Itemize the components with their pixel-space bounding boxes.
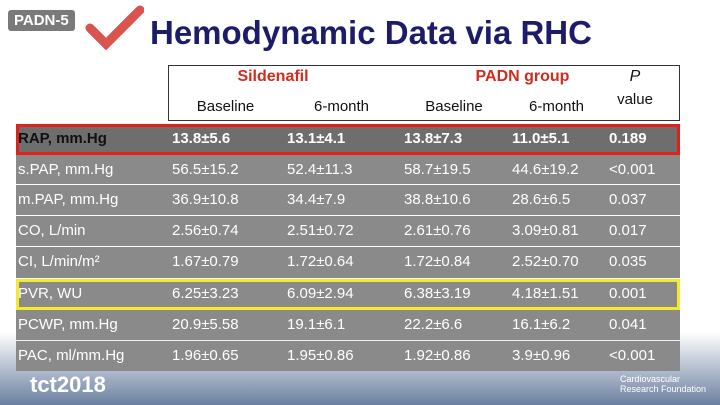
table-cell: 2.56±0.74 [172, 222, 239, 239]
row-label: RAP, mm.Hg [18, 130, 107, 147]
table-cell: 1.72±0.84 [404, 253, 471, 270]
highlight-yellow [16, 279, 680, 310]
row-label: s.PAP, mm.Hg [18, 161, 114, 178]
header-box [168, 65, 680, 121]
table-cell: 0.189 [609, 130, 647, 147]
table-cell: 0.041 [609, 316, 647, 333]
title: Hemodynamic Data via RHC [150, 14, 592, 51]
table-row [16, 341, 680, 371]
table-cell: 36.9±10.8 [172, 191, 239, 208]
table-cell: 1.96±0.65 [172, 347, 239, 364]
badge: PADN-5 [8, 10, 75, 31]
subheader: Baseline [196, 98, 255, 115]
table-cell: 1.95±0.86 [287, 347, 354, 364]
table-cell: 0.001 [609, 285, 647, 302]
table-cell: 0.037 [609, 191, 647, 208]
table-cell: 1.92±0.86 [404, 347, 471, 364]
table-cell: 6.09±2.94 [287, 285, 354, 302]
group-header: Sildenafil [237, 68, 309, 85]
row-label: PCWP, mm.Hg [18, 316, 118, 333]
table-cell: 20.9±5.58 [172, 316, 239, 333]
table-cell: 34.4±7.9 [287, 191, 346, 208]
table-cell: 3.9±0.96 [512, 347, 571, 364]
table-cell: 16.1±6.2 [512, 316, 571, 333]
table-cell: 0.035 [609, 253, 647, 270]
table-cell: <0.001 [609, 347, 656, 364]
table-cell: 3.09±0.81 [512, 222, 579, 239]
table-cell: 1.72±0.64 [287, 253, 354, 270]
row-label: PAC, ml/mm.Hg [18, 347, 125, 364]
table-cell: 28.6±6.5 [512, 191, 571, 208]
table-cell: 2.61±0.76 [404, 222, 471, 239]
footer-sponsor: Cardiovascular Research Foundation [620, 374, 707, 394]
table-cell: 6.25±3.23 [172, 285, 239, 302]
table-cell: 19.1±6.1 [287, 316, 346, 333]
table-cell: 58.7±19.5 [404, 161, 471, 178]
highlight-red [16, 124, 680, 155]
table-cell: <0.001 [609, 161, 656, 178]
table-cell: 13.8±7.3 [404, 130, 463, 147]
p-header: P [629, 68, 641, 85]
table-row [16, 247, 680, 278]
group-header: PADN group [475, 68, 570, 85]
table-cell: 1.67±0.79 [172, 253, 239, 270]
table-cell: 2.52±0.70 [512, 253, 579, 270]
table-cell: 38.8±10.6 [404, 191, 471, 208]
table-cell: 22.2±6.6 [404, 316, 463, 333]
subheader: Baseline [425, 98, 483, 115]
table-cell: 56.5±15.2 [172, 161, 239, 178]
footer-logo: tct2018 [30, 372, 106, 397]
table-cell: 11.0±5.1 [512, 130, 570, 147]
table-cell: 2.51±0.72 [287, 222, 354, 239]
table-row [16, 124, 680, 154]
table-row [16, 185, 680, 215]
table-cell: 13.8±5.6 [172, 130, 231, 147]
row-label: CO, L/min [18, 222, 86, 239]
table-row [16, 279, 680, 309]
row-label: PVR, WU [18, 285, 83, 302]
table-row [16, 216, 680, 246]
table-cell: 44.6±19.2 [512, 161, 579, 178]
row-label: m.PAP, mm.Hg [18, 191, 119, 208]
subheader: 6-month [313, 98, 370, 115]
table-cell: 13.1±4.1 [287, 130, 346, 147]
p-header: value [617, 91, 653, 108]
table-cell: 0.017 [609, 222, 647, 239]
table-cell: 6.38±3.19 [404, 285, 471, 302]
table-row [16, 310, 680, 340]
subheader: 6-month [528, 98, 585, 115]
row-label: CI, L/min/m² [18, 253, 100, 270]
table-cell: 4.18±1.51 [512, 285, 579, 302]
table-cell: 52.4±11.3 [287, 161, 353, 178]
table-row [16, 155, 680, 184]
check-icon [85, 5, 144, 50]
